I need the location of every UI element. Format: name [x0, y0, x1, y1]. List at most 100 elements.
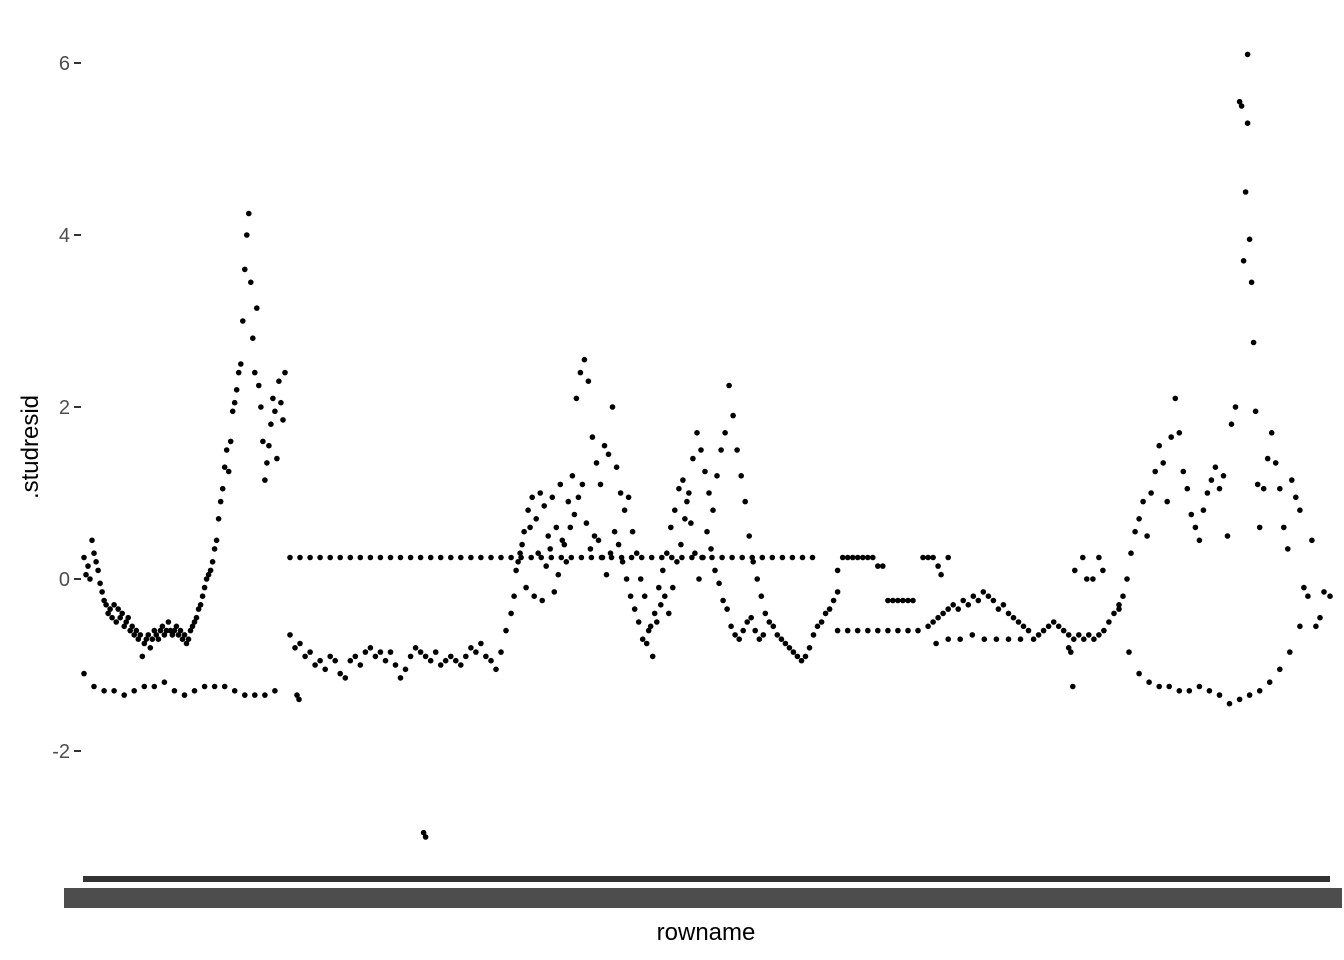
data-point — [1277, 485, 1283, 492]
data-point — [1080, 554, 1086, 561]
data-point — [752, 627, 758, 634]
data-point — [219, 485, 226, 492]
data-point — [1287, 649, 1293, 655]
data-point — [623, 576, 630, 582]
data-point — [191, 619, 198, 625]
data-point — [498, 554, 504, 561]
data-point — [595, 537, 602, 544]
data-point — [553, 524, 560, 531]
data-point — [545, 533, 551, 539]
data-point — [579, 481, 586, 488]
data-point — [508, 554, 514, 561]
data-point — [1297, 623, 1303, 630]
data-point — [760, 632, 767, 638]
data-point — [581, 356, 588, 363]
data-point — [709, 554, 715, 561]
data-point — [382, 657, 389, 664]
data-point — [900, 597, 906, 604]
data-point — [1000, 602, 1007, 608]
data-point — [85, 563, 91, 569]
data-point — [756, 636, 763, 642]
data-point — [407, 653, 414, 660]
data-point — [834, 589, 841, 595]
data-point — [599, 554, 606, 561]
data-point — [255, 382, 262, 389]
data-point — [618, 554, 625, 561]
data-point — [511, 593, 517, 599]
data-point — [758, 593, 765, 599]
data-point — [1244, 120, 1251, 126]
data-point — [880, 563, 886, 569]
data-point — [1256, 524, 1263, 531]
data-point — [738, 473, 744, 479]
data-point — [1188, 511, 1195, 518]
data-point — [568, 554, 575, 561]
data-point — [1242, 189, 1249, 195]
data-point — [422, 834, 429, 840]
data-point — [280, 417, 286, 423]
data-point — [995, 606, 1002, 612]
data-point — [935, 563, 941, 569]
data-point — [822, 610, 829, 617]
x-axis-tick-marks-overplotted — [83, 876, 1330, 882]
data-point — [1238, 103, 1245, 109]
data-point — [1277, 666, 1283, 673]
data-point — [639, 636, 646, 642]
data-point — [905, 627, 911, 634]
data-point — [538, 554, 544, 561]
data-point — [548, 554, 555, 561]
data-point — [407, 554, 414, 561]
data-point — [1128, 550, 1134, 556]
data-point — [173, 623, 180, 630]
data-point — [593, 460, 600, 466]
data-point — [1186, 688, 1193, 694]
data-point — [603, 571, 610, 578]
data-point — [169, 632, 176, 638]
data-point — [272, 408, 278, 415]
data-point — [1317, 614, 1323, 621]
data-point — [109, 614, 115, 621]
data-point — [337, 670, 344, 677]
data-point — [571, 511, 578, 518]
data-point — [1132, 528, 1138, 535]
data-point — [933, 640, 939, 647]
data-point — [809, 554, 816, 561]
data-point — [895, 627, 901, 634]
data-point — [387, 554, 394, 561]
data-point — [1045, 623, 1052, 630]
data-point — [1071, 636, 1077, 642]
data-point — [754, 576, 760, 582]
data-point — [826, 606, 833, 612]
data-point — [608, 554, 615, 561]
data-point — [189, 623, 196, 630]
data-point — [1065, 645, 1072, 651]
data-points — [81, 51, 1333, 840]
data-point — [678, 541, 684, 548]
data-point — [367, 554, 374, 561]
data-point — [157, 627, 164, 634]
data-point — [1236, 696, 1243, 703]
data-point — [103, 602, 109, 608]
data-point — [493, 666, 499, 673]
data-point — [605, 451, 612, 458]
data-point — [1192, 524, 1199, 531]
data-point — [679, 554, 685, 561]
data-point — [137, 632, 144, 638]
data-point — [770, 623, 777, 630]
y-axis-ticks: -2 0 2 4 6 — [52, 53, 81, 763]
data-point — [250, 335, 256, 342]
data-point — [890, 597, 896, 604]
data-point — [347, 554, 354, 561]
data-point — [427, 554, 434, 561]
data-point — [875, 563, 881, 569]
data-point — [925, 554, 931, 561]
data-point — [1293, 494, 1299, 501]
data-point — [473, 649, 479, 655]
data-point — [1116, 606, 1122, 612]
data-point — [1015, 619, 1022, 625]
data-point — [187, 627, 194, 634]
data-point — [448, 554, 454, 561]
data-point — [163, 627, 170, 634]
data-point — [692, 550, 698, 556]
